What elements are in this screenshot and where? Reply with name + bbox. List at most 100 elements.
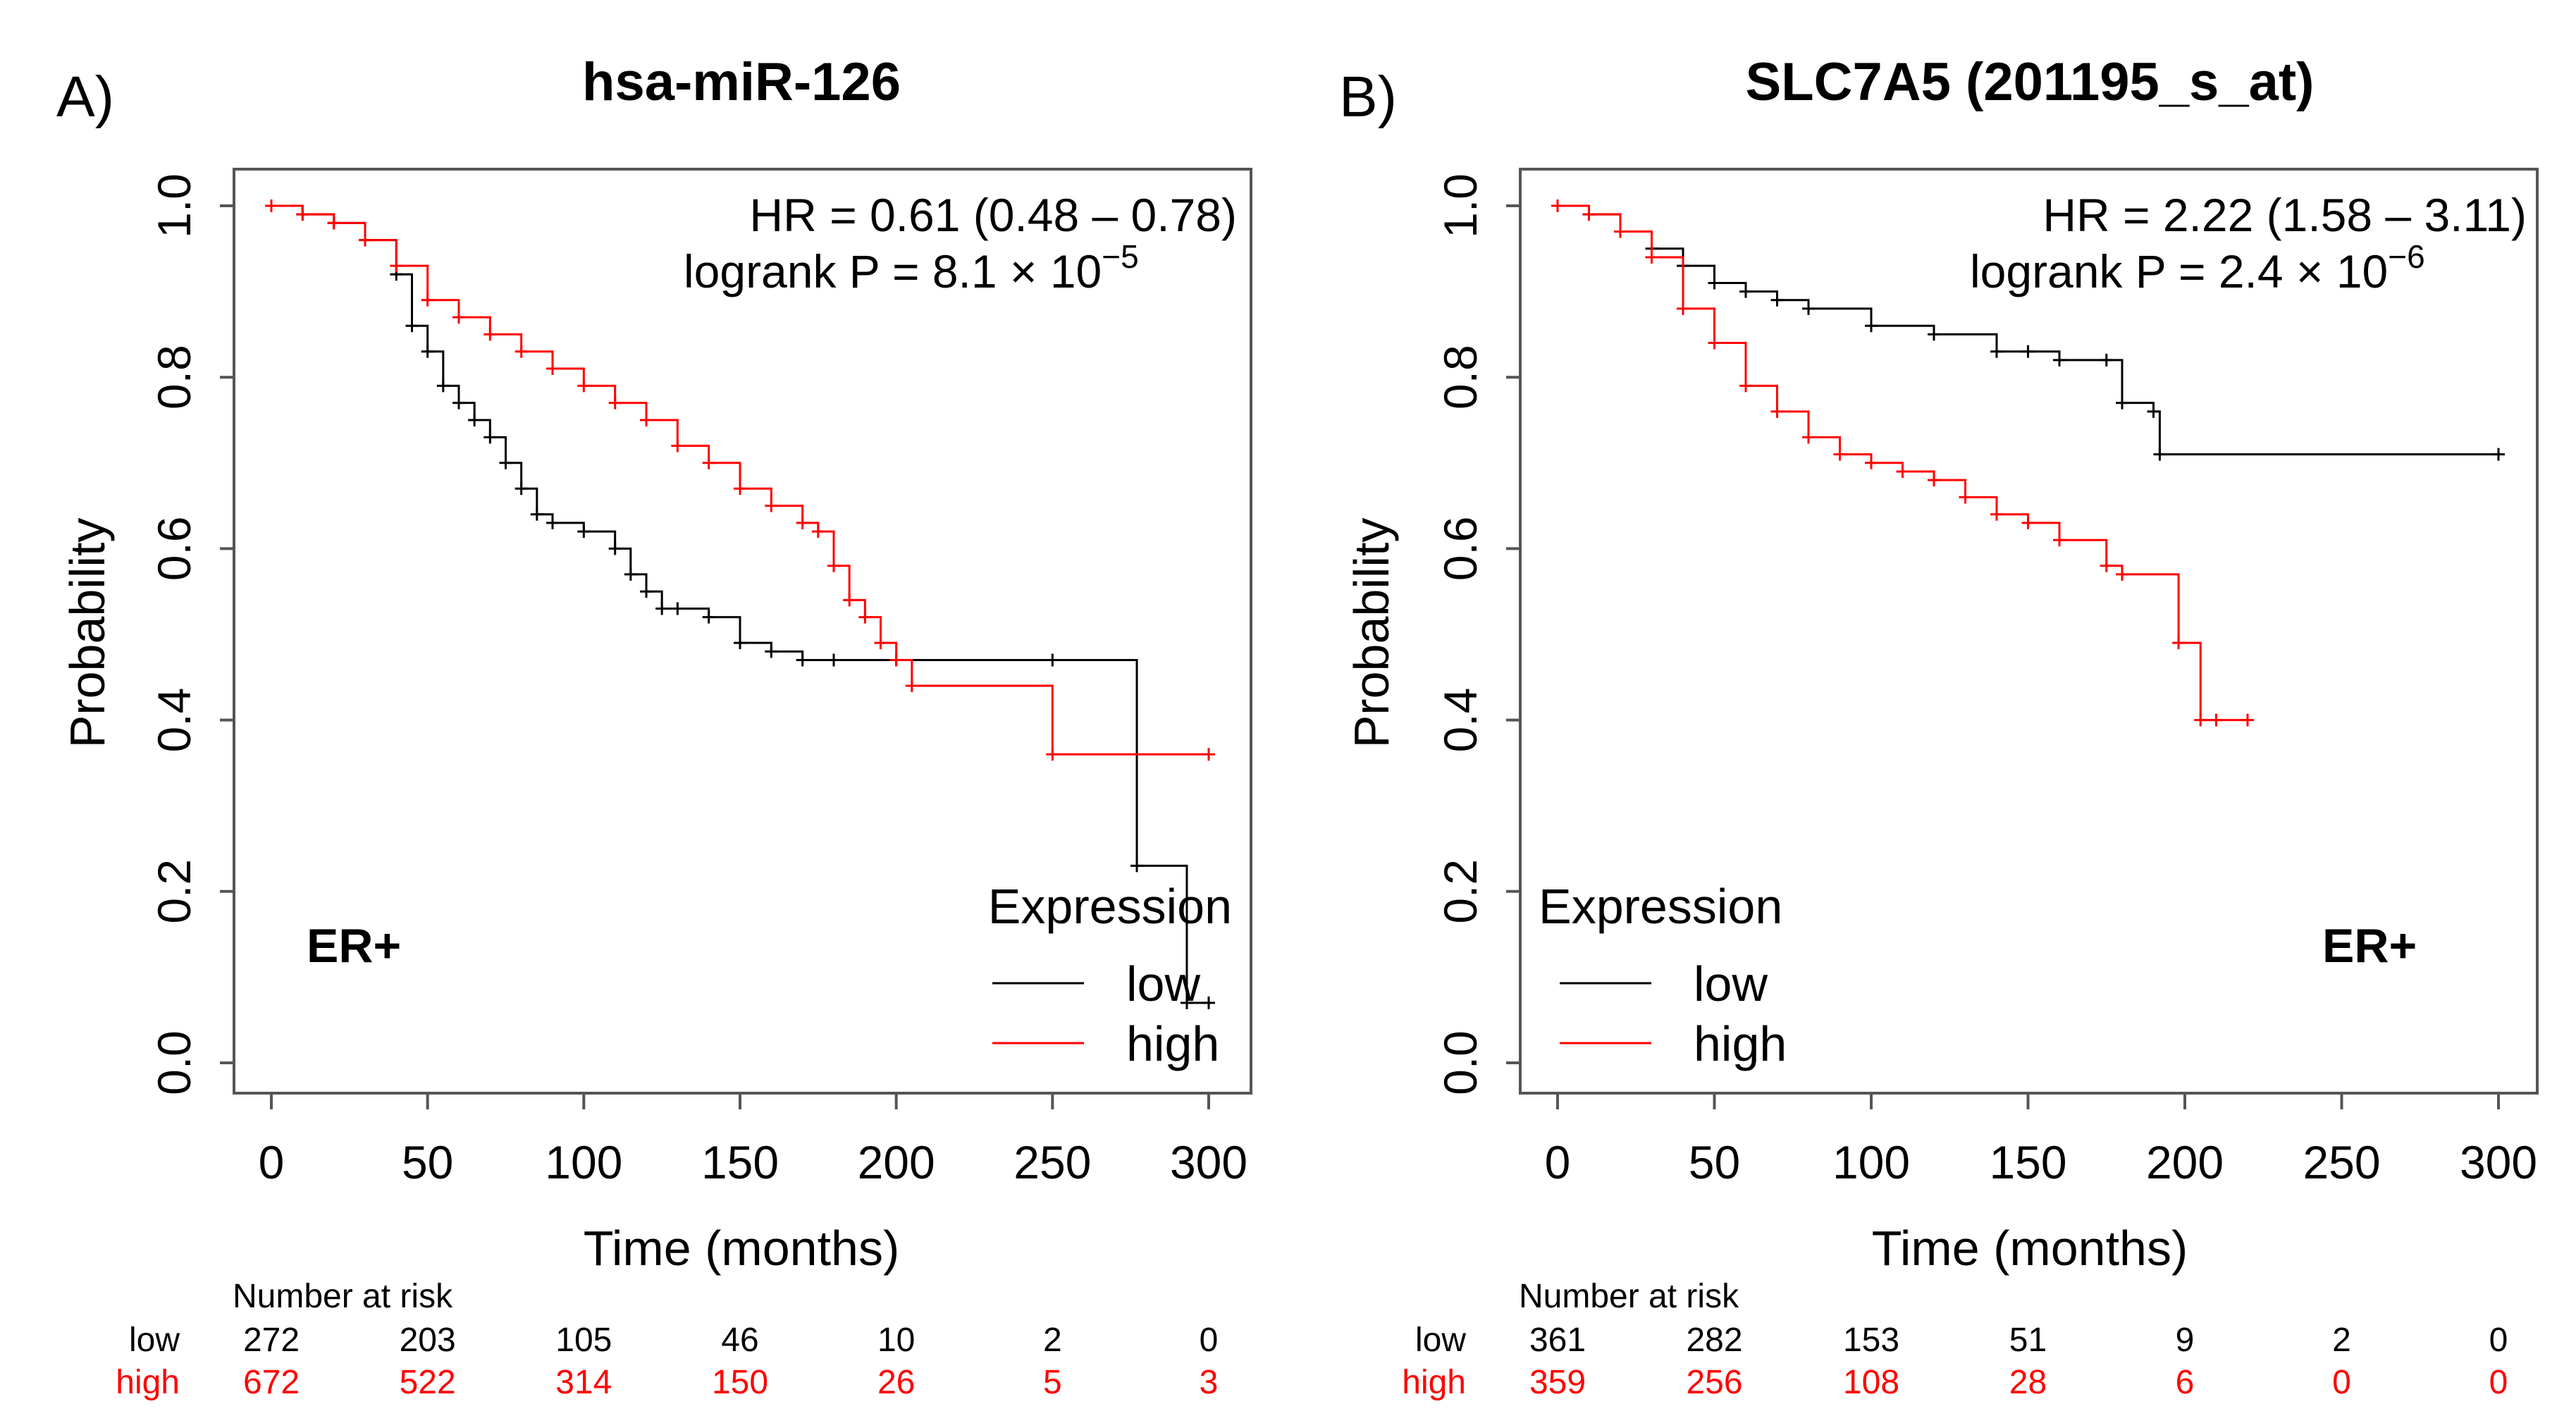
censor-mark-low	[1770, 293, 1784, 307]
censor-mark-low	[608, 542, 622, 555]
censor-mark-low	[1708, 276, 1721, 290]
legend-title: Expression	[988, 879, 1232, 934]
er-label: ER+	[307, 919, 401, 973]
censor-mark-high	[2116, 567, 2128, 581]
risk-count-high: 26	[877, 1364, 915, 1401]
censor-mark-low	[765, 645, 778, 658]
censor-mark-low	[483, 431, 497, 444]
risk-count-low: 153	[1843, 1322, 1899, 1359]
x-tick-label: 150	[701, 1136, 779, 1188]
x-tick-label: 100	[1832, 1136, 1910, 1188]
x-tick-label: 0	[1545, 1136, 1571, 1188]
censor-mark-low	[530, 507, 543, 521]
y-axis-label: Probability	[60, 518, 115, 749]
panel-label: A)	[56, 65, 114, 129]
censor-mark-high	[1046, 748, 1059, 761]
censor-mark-high	[546, 362, 559, 376]
x-tick-label: 300	[2460, 1136, 2537, 1188]
censor-mark-high	[1708, 336, 1721, 350]
y-tick-label: 0.4	[148, 688, 200, 753]
censor-mark-high	[514, 345, 528, 358]
y-axis-label: Probability	[1344, 518, 1399, 749]
y-tick-label: 1.0	[1434, 173, 1486, 238]
legend-entry-low: low	[1126, 956, 1200, 1011]
y-axis: 0.0 0.2 0.4 0.6 0.8 1.0	[1434, 173, 1520, 1095]
survival-curves	[1551, 199, 2505, 727]
number-at-risk-table: Number at risk low high 361 282 153 51 9 2 0 3…	[1402, 1278, 2508, 1401]
censor-mark-high	[390, 259, 403, 273]
number-at-risk-title: Number at risk	[1519, 1278, 1739, 1315]
censor-mark-low	[1180, 996, 1193, 1009]
risk-count-high: 0	[2489, 1364, 2508, 1401]
risk-row-label-high: high	[116, 1364, 180, 1401]
number-at-risk-title: Number at risk	[233, 1278, 453, 1315]
risk-row-label-high: high	[1402, 1364, 1466, 1401]
censor-mark-low	[546, 516, 559, 529]
censor-mark-low	[2053, 353, 2066, 366]
censor-mark-low	[499, 456, 512, 469]
risk-count-low: 10	[877, 1322, 915, 1359]
risk-row-low: 361 282 153 51 9 2 0	[1529, 1322, 2508, 1359]
x-axis-label: Time (months)	[584, 1221, 900, 1276]
censor-mark-high	[1896, 464, 1909, 478]
censor-mark-low	[421, 345, 434, 358]
risk-count-low: 272	[243, 1322, 300, 1359]
survival-curve-high	[1558, 204, 2248, 722]
censor-mark-high	[1802, 431, 1815, 444]
censor-mark-low	[1802, 302, 1815, 315]
censor-mark-low	[655, 602, 669, 615]
risk-row-high: 672 522 314 150 26 5 3	[243, 1364, 1218, 1401]
censor-mark-high	[734, 482, 746, 495]
panel-label: B)	[1339, 65, 1397, 129]
censor-mark-low	[734, 636, 746, 650]
x-tick-label: 200	[858, 1136, 935, 1188]
censor-mark-high	[1551, 199, 1564, 212]
hr-annotation: HR = 2.22 (1.58 – 3.11)	[2042, 189, 2527, 241]
hr-annotation: HR = 0.61 (0.48 – 0.78)	[749, 189, 1237, 241]
risk-count-high: 150	[712, 1364, 768, 1401]
censor-mark-low	[2147, 405, 2160, 418]
censor-mark-high	[811, 525, 825, 538]
censor-mark-high	[2100, 559, 2113, 572]
x-tick-label: 50	[1689, 1136, 1740, 1188]
legend-entry-high: high	[1126, 1016, 1219, 1071]
logrank-text: logrank P = 2.4 × 10	[1970, 245, 2388, 297]
censor-mark-low	[2021, 345, 2035, 358]
logrank-text: logrank P = 8.1 × 10	[684, 245, 1102, 297]
censor-mark-high	[827, 559, 840, 572]
censor-mark-high	[1739, 379, 1752, 393]
censor-mark-high	[1959, 491, 1972, 504]
risk-count-low: 105	[555, 1322, 612, 1359]
risk-count-high: 314	[555, 1364, 612, 1401]
censor-mark-low	[1990, 345, 2003, 358]
risk-row-low: 272 203 105 46 10 2 0	[243, 1322, 1218, 1359]
logrank-annotation: logrank P = 2.4 × 10−6	[1970, 238, 2425, 297]
legend-entry-high: high	[1694, 1016, 1787, 1071]
survival-curves	[265, 199, 1215, 1009]
y-tick-label: 0.0	[1434, 1030, 1486, 1095]
risk-count-high: 28	[2009, 1364, 2047, 1401]
y-tick-label: 0.8	[1434, 345, 1486, 409]
chart-title: SLC7A5 (201195_s_at)	[1746, 52, 2315, 112]
risk-count-high: 0	[2332, 1364, 2351, 1401]
censor-mark-high	[1582, 208, 1596, 221]
x-tick-label: 300	[1170, 1136, 1247, 1188]
censor-mark-high	[2194, 713, 2207, 727]
survival-curve-high	[271, 204, 1209, 756]
risk-row-label-low: low	[1415, 1322, 1466, 1359]
censor-mark-high	[1202, 748, 1215, 761]
risk-count-low: 282	[1686, 1322, 1742, 1359]
legend-title: Expression	[1539, 879, 1782, 934]
censor-mark-low	[2153, 448, 2167, 461]
y-tick-label: 0.0	[148, 1030, 200, 1095]
censor-mark-high	[1990, 507, 2003, 521]
risk-count-high: 6	[2176, 1364, 2195, 1401]
censor-mark-high	[2053, 534, 2066, 547]
y-tick-label: 1.0	[148, 173, 200, 238]
censor-mark-low	[1739, 285, 1752, 298]
x-tick-label: 150	[1989, 1136, 2066, 1188]
x-tick-label: 0	[259, 1136, 285, 1188]
censor-mark-high	[1865, 456, 1878, 469]
censor-mark-high	[796, 516, 809, 529]
censor-mark-high	[1833, 448, 1847, 461]
